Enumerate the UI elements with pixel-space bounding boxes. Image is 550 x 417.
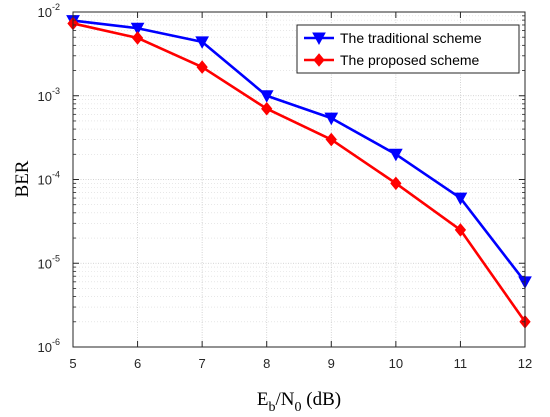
legend-label: The traditional scheme (340, 30, 482, 46)
marker-diamond (325, 132, 337, 147)
legend-box (296, 24, 520, 74)
y-tick-labels: 10-6 10-5 10-4 10-3 10-2 (38, 2, 60, 355)
series-proposed (67, 16, 531, 329)
x-tick-label: 11 (454, 356, 468, 371)
y-tick-label: 10-4 (38, 170, 60, 188)
marker-diamond (390, 176, 402, 191)
x-tick-label: 5 (69, 356, 76, 371)
series-traditional (66, 15, 532, 289)
y-tick-label: 10-5 (38, 253, 60, 271)
legend: The traditional scheme The proposed schem… (296, 24, 520, 74)
axis-ticks (72, 11, 526, 348)
legend-entry: The proposed scheme (304, 52, 480, 68)
y-tick-label: 10-3 (38, 86, 60, 104)
marker-triangle (195, 36, 209, 49)
x-tick-labels: 5 6 7 8 9 10 11 12 (69, 356, 532, 371)
marker-triangle (312, 32, 326, 46)
x-tick-label: 9 (328, 356, 335, 371)
marker-diamond (196, 60, 208, 74)
marker-triangle (130, 22, 145, 36)
legend-label: The proposed scheme (340, 52, 480, 68)
legend-entry: The traditional scheme (304, 30, 482, 46)
marker-triangle (389, 148, 403, 162)
marker-diamond (261, 101, 273, 116)
x-tick-label: 8 (263, 356, 270, 371)
series-layer (66, 15, 532, 329)
series-line (72, 22, 527, 323)
marker-triangle (324, 112, 339, 126)
marker-diamond (313, 53, 325, 67)
series-line (72, 19, 527, 283)
y-tick-label: 10-2 (38, 2, 60, 20)
y-tick-label: 10-6 (38, 337, 60, 355)
x-axis-title: Eb/N0 (dB) (257, 389, 341, 415)
marker-diamond (131, 31, 144, 45)
marker-diamond (454, 223, 467, 237)
marker-triangle (259, 90, 274, 103)
y-axis-title: BER (12, 160, 33, 197)
marker-triangle (453, 192, 468, 206)
x-tick-label: 10 (389, 356, 403, 371)
x-tick-label: 12 (518, 356, 532, 371)
x-tick-label: 7 (199, 356, 206, 371)
x-tick-label: 6 (134, 356, 141, 371)
